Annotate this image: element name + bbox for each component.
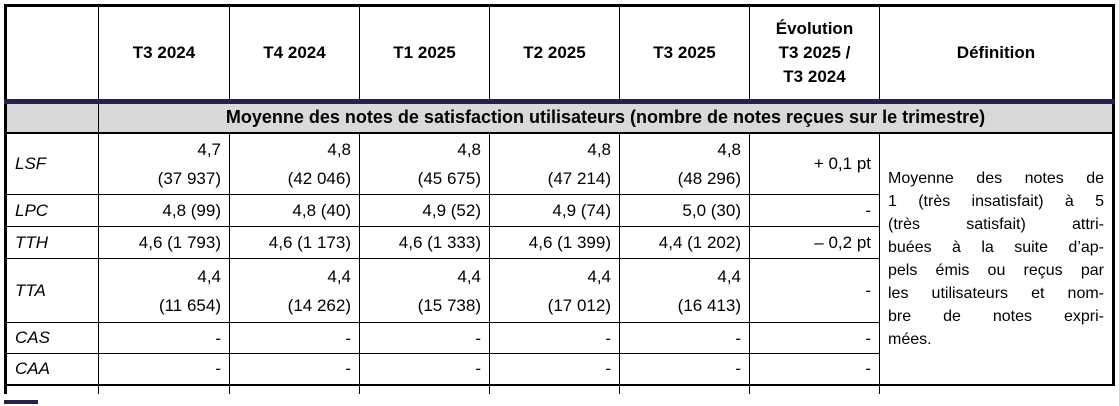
value-cell: -: [98, 322, 230, 354]
row-label: CAS: [4, 322, 99, 354]
evolution-cell: -: [749, 194, 880, 227]
col-header-t1-2025: T1 2025: [359, 4, 490, 104]
value-cell: -: [489, 353, 620, 386]
value-cell: -: [229, 353, 360, 386]
col-header-t2-2025: T2 2025: [489, 4, 620, 104]
table-row-caa: CAA - - - - - -: [4, 353, 1114, 386]
value-cell: -: [359, 322, 490, 354]
value-cell: -: [359, 353, 490, 386]
value-cell: 4,8 (45 675): [359, 132, 490, 195]
value-cell: -: [619, 353, 750, 386]
evolution-cell: – 0,2 pt: [749, 226, 880, 259]
header-row: T3 2024 T4 2024 T1 2025 T2 2025 T3 2025 …: [4, 4, 1115, 104]
section-band-row: Moyenne des notes de satisfaction utilis…: [4, 101, 1115, 134]
value-cell: 4,8 (48 296): [619, 132, 750, 195]
row-label: TTA: [4, 258, 99, 323]
value-cell: 4,7 (37 937): [98, 132, 230, 195]
col-header-definition: Définition: [879, 4, 1115, 104]
table-row-tth: TTH 4,6 (1 793) 4,6 (1 173) 4,6 (1 333) …: [4, 226, 1114, 259]
cutoff-row-stub: [4, 384, 1114, 394]
evolution-cell: + 0,1 pt: [749, 132, 880, 195]
value-cell: 4,8 (99): [98, 194, 230, 227]
col-header-t3-2025: T3 2025: [619, 4, 750, 104]
row-label: LSF: [4, 132, 99, 195]
table-row-tta: TTA 4,4 (11 654) 4,4 (14 262) 4,4 (15 73…: [4, 258, 1114, 323]
value-cell: 4,4 (1 202): [619, 226, 750, 259]
value-cell: 4,4 (17 012): [489, 258, 620, 323]
bottom-edge-rule: [4, 400, 38, 404]
value-cell: 4,9 (52): [359, 194, 490, 227]
row-label: LPC: [4, 194, 99, 227]
value-cell: -: [619, 322, 750, 354]
value-cell: -: [229, 322, 360, 354]
value-cell: 4,8 (40): [229, 194, 360, 227]
corner-cell: [4, 4, 99, 104]
evolution-cell: -: [749, 322, 880, 354]
col-header-evolution: Évolution T3 2025 / T3 2024: [749, 4, 880, 104]
value-cell: -: [98, 353, 230, 386]
row-label: TTH: [4, 226, 99, 259]
value-cell: 4,8 (47 214): [489, 132, 620, 195]
col-header-t4-2024: T4 2024: [229, 4, 360, 104]
value-cell: 4,6 (1 793): [98, 226, 230, 259]
value-cell: 4,4 (14 262): [229, 258, 360, 323]
satisfaction-stats-table: T3 2024 T4 2024 T1 2025 T2 2025 T3 2025 …: [4, 4, 1115, 394]
row-label: CAA: [4, 353, 99, 386]
definition-cell: Moyenne des notes de 1 (très insatisfait…: [879, 132, 1115, 386]
value-cell: -: [489, 322, 620, 354]
table-row-cas: CAS - - - - - -: [4, 322, 1114, 354]
section-band-corner: [4, 101, 99, 134]
evolution-cell: -: [749, 258, 880, 323]
value-cell: 4,4 (11 654): [98, 258, 230, 323]
table-row-lsf: LSF 4,7 (37 937) 4,8 (42 046) 4,8 (45 67…: [4, 132, 1115, 386]
value-cell: 4,8 (42 046): [229, 132, 360, 195]
col-header-t3-2024: T3 2024: [98, 4, 230, 104]
value-cell: 4,6 (1 333): [359, 226, 490, 259]
value-cell: 5,0 (30): [619, 194, 750, 227]
value-cell: 4,4 (16 413): [619, 258, 750, 323]
value-cell: 4,6 (1 173): [229, 226, 360, 259]
table-row-lpc: LPC 4,8 (99) 4,8 (40) 4,9 (52) 4,9 (74) …: [4, 194, 1114, 227]
value-cell: 4,9 (74): [489, 194, 620, 227]
evolution-cell: -: [749, 353, 880, 386]
value-cell: 4,6 (1 399): [489, 226, 620, 259]
section-title: Moyenne des notes de satisfaction utilis…: [98, 101, 1115, 134]
value-cell: 4,4 (15 738): [359, 258, 490, 323]
